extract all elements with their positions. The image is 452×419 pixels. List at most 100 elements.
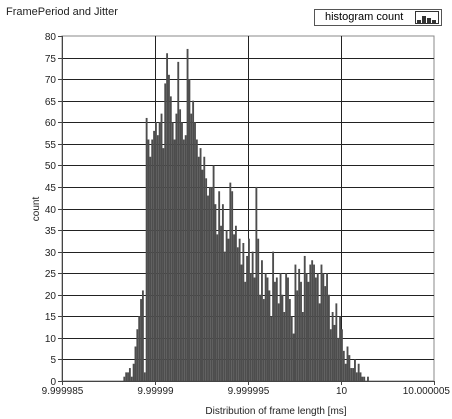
y-tick-label: 40	[45, 205, 57, 216]
y-tick-label: 15	[45, 312, 57, 323]
histogram-bar	[229, 182, 232, 381]
y-tick-label: 30	[45, 248, 57, 259]
histogram-bar	[268, 290, 271, 381]
histogram-bar	[199, 148, 202, 381]
histogram-bar	[324, 286, 327, 381]
histogram-bar	[128, 368, 131, 381]
histogram-bar	[149, 156, 152, 381]
histogram-bar	[283, 312, 286, 381]
histogram-bar	[352, 368, 355, 381]
legend[interactable]: histogram count	[314, 9, 442, 26]
histogram-bar	[309, 264, 312, 381]
y-tick-label: 35	[45, 226, 57, 237]
histogram-bar	[259, 294, 262, 381]
histogram-bar	[231, 191, 234, 381]
histogram-bar	[155, 122, 157, 381]
histogram-bar	[244, 281, 247, 381]
histogram-bar	[363, 376, 366, 381]
histogram-bar	[344, 363, 347, 381]
histogram-bar	[147, 139, 150, 381]
histogram-bar	[296, 290, 299, 381]
histogram-bar	[248, 238, 250, 381]
histogram-bar	[179, 109, 182, 381]
histogram-bar	[238, 238, 241, 381]
histogram-bar	[227, 238, 230, 381]
histogram-bar	[329, 329, 332, 381]
histogram-bar	[218, 191, 221, 381]
histogram-bar	[175, 113, 178, 381]
histogram-bar	[203, 156, 206, 381]
histogram-bar	[214, 204, 217, 381]
histogram-bar	[262, 299, 265, 381]
histogram-bar	[257, 238, 260, 381]
histogram-bar	[249, 273, 252, 381]
histogram-bar	[192, 100, 195, 381]
histogram-bar	[264, 273, 267, 381]
histogram-bar	[208, 186, 211, 381]
histogram-bar	[160, 113, 163, 381]
x-tick-label: 10	[336, 386, 348, 397]
histogram-bar	[279, 273, 282, 381]
histogram-bar	[130, 376, 133, 381]
histogram-bar	[162, 148, 165, 381]
x-tick-label: 9.99999	[137, 386, 174, 397]
histogram-bar	[357, 363, 360, 381]
histogram-bar	[255, 186, 258, 381]
histogram-bar	[246, 255, 248, 381]
histogram-bar	[138, 316, 141, 381]
y-tick-label: 70	[45, 75, 57, 86]
histogram-bar	[195, 139, 198, 381]
histogram-bar	[294, 264, 297, 381]
histogram-bar	[221, 204, 224, 381]
histogram-bar	[326, 273, 328, 381]
histogram-bar	[348, 355, 351, 381]
histogram-bar	[236, 247, 239, 381]
histogram-bar	[301, 312, 304, 381]
histogram-bar	[145, 117, 148, 381]
histogram-bar	[156, 135, 159, 381]
histogram-bar	[242, 243, 245, 381]
histogram-bar	[270, 316, 273, 381]
histogram-bar	[205, 178, 208, 381]
histogram-bar	[201, 169, 204, 381]
histogram-bar	[274, 281, 276, 381]
histogram-bar	[311, 260, 314, 381]
x-tick-label: 10.000005	[403, 386, 451, 397]
histogram-bar	[223, 251, 226, 381]
histogram-bar	[266, 277, 269, 381]
histogram-bar	[342, 350, 345, 381]
histogram-bar	[331, 312, 334, 381]
histogram-bar	[318, 303, 321, 381]
histogram-bar	[335, 303, 338, 381]
histogram-bar	[316, 273, 319, 381]
histogram-bar	[234, 225, 237, 381]
histogram-bar	[164, 83, 167, 381]
histogram-bar	[261, 260, 263, 381]
legend-label: histogram count	[325, 11, 404, 23]
histogram-bar	[313, 264, 315, 381]
y-tick-label: 45	[45, 183, 57, 194]
histogram-bar	[168, 74, 170, 381]
histogram-bar	[272, 251, 275, 381]
histogram-bar	[298, 268, 301, 381]
histogram-bar	[354, 359, 356, 381]
histogram-bar	[169, 96, 172, 381]
y-tick-label: 25	[45, 269, 57, 280]
histogram-bar	[127, 372, 129, 381]
histogram-bar	[288, 299, 291, 381]
histogram-bar	[177, 61, 180, 381]
histogram-bar	[225, 230, 228, 381]
histogram-bar	[186, 48, 189, 381]
histogram-bar	[212, 165, 215, 381]
histogram-bar	[184, 135, 187, 381]
histogram-bar	[166, 53, 169, 381]
x-tick-label: 9.999995	[228, 386, 270, 397]
histogram-bar	[181, 122, 183, 381]
histogram-bar	[341, 329, 343, 381]
histogram-bar	[197, 156, 200, 381]
histogram-bar	[339, 316, 341, 381]
histogram-bar	[143, 372, 146, 381]
histogram-bar	[125, 372, 128, 381]
histogram-bar	[158, 122, 161, 381]
